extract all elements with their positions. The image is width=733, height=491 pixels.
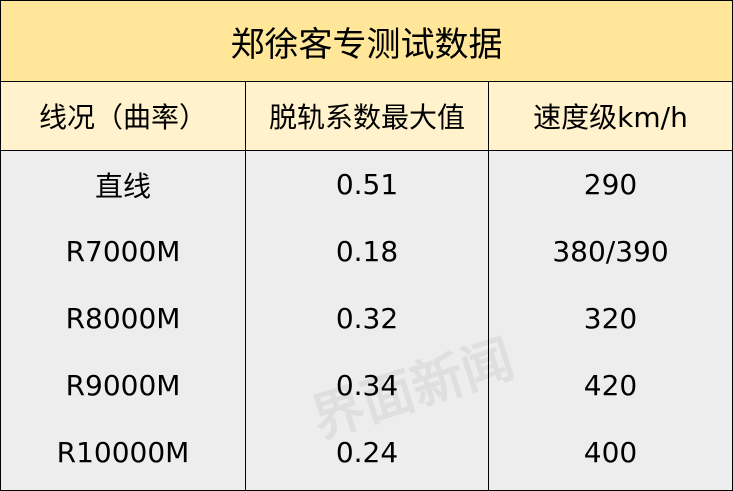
body-row: R9000M 0.34 420 xyxy=(1,352,732,419)
cell: R10000M xyxy=(1,419,246,486)
body-row: R7000M 0.18 380/390 xyxy=(1,218,732,285)
cell: 380/390 xyxy=(552,235,669,268)
header-cell: 线况（曲率） xyxy=(1,82,246,150)
body-row: R10000M 0.24 400 xyxy=(1,419,732,486)
cell: R7000M xyxy=(1,218,246,285)
header-cell: 速度级km/h xyxy=(533,101,688,134)
cell: 420 xyxy=(583,369,638,402)
table-title: 郑徐客专测试数据 xyxy=(1,1,732,82)
cell: 400 xyxy=(583,436,638,469)
cell: 290 xyxy=(583,168,638,201)
body-row: 直线 0.51 290 xyxy=(1,151,732,218)
header-row: 线况（曲率） 脱轨系数最大值 速度级km/h xyxy=(1,82,732,151)
cell: 0.24 xyxy=(246,419,489,486)
body-row: R8000M 0.32 320 xyxy=(1,285,732,352)
cell: 320 xyxy=(583,302,638,335)
cell: 直线 xyxy=(1,151,246,218)
cell: R8000M xyxy=(1,285,246,352)
header-cell: 脱轨系数最大值 xyxy=(246,82,489,150)
cell: 0.34 xyxy=(246,352,489,419)
cell: 0.32 xyxy=(246,285,489,352)
cell: R9000M xyxy=(1,352,246,419)
cell: 0.51 xyxy=(246,151,489,218)
cell: 0.18 xyxy=(246,218,489,285)
